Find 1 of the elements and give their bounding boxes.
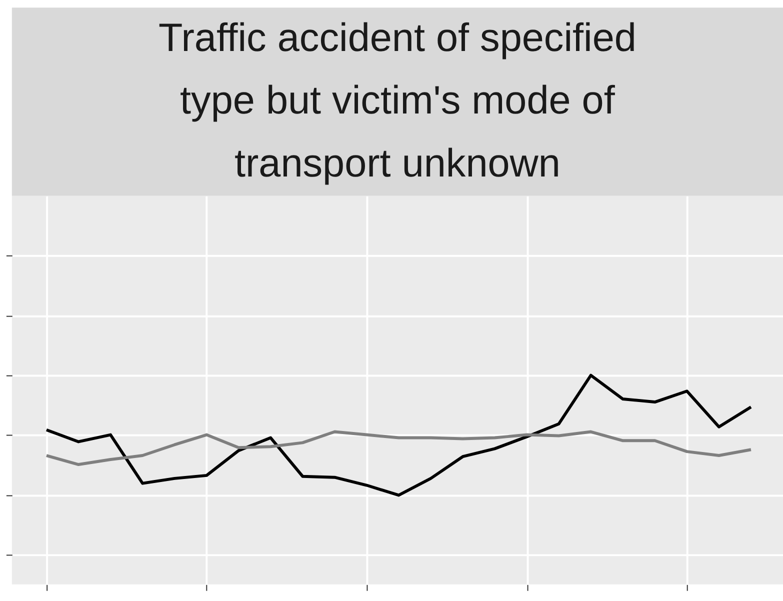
chart-title: Traffic accident of specified type but victim's mode of transport unknown (158, 16, 636, 186)
